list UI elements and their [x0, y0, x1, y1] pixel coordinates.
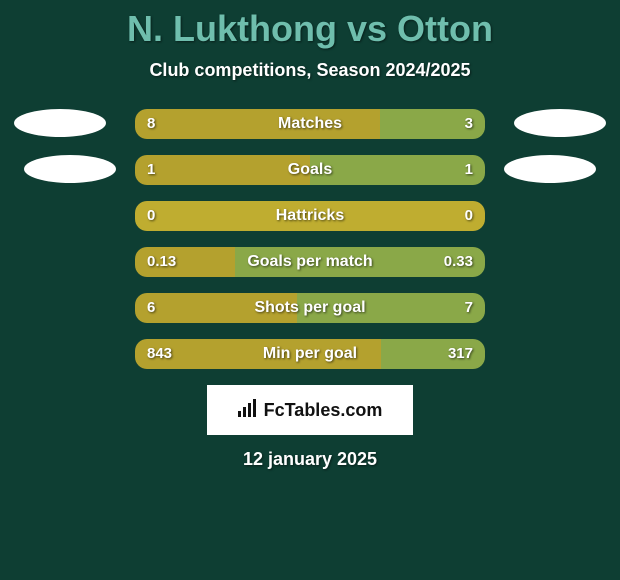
brand-badge[interactable]: FcTables.com: [207, 385, 413, 435]
stat-row: 0.130.33Goals per match: [0, 247, 620, 277]
stat-bar: 11Goals: [135, 155, 485, 185]
team-left-badge: [24, 155, 116, 183]
brand-text: FcTables.com: [264, 400, 383, 421]
stat-label: Goals: [135, 155, 485, 185]
stat-label: Min per goal: [135, 339, 485, 369]
stat-label: Matches: [135, 109, 485, 139]
team-right-badge: [504, 155, 596, 183]
stat-row: 67Shots per goal: [0, 293, 620, 323]
chart-icon: [238, 399, 260, 422]
team-right-badge: [514, 109, 606, 137]
stat-label: Goals per match: [135, 247, 485, 277]
stat-bar: 00Hattricks: [135, 201, 485, 231]
team-left-badge: [14, 109, 106, 137]
stat-label: Hattricks: [135, 201, 485, 231]
stat-bar: 67Shots per goal: [135, 293, 485, 323]
page-subtitle: Club competitions, Season 2024/2025: [0, 60, 620, 81]
stat-bar: 0.130.33Goals per match: [135, 247, 485, 277]
stat-bar: 843317Min per goal: [135, 339, 485, 369]
stat-bar: 83Matches: [135, 109, 485, 139]
comparison-card: N. Lukthong vs Otton Club competitions, …: [0, 0, 620, 580]
page-title: N. Lukthong vs Otton: [0, 0, 620, 50]
stat-label: Shots per goal: [135, 293, 485, 323]
stat-row: 00Hattricks: [0, 201, 620, 231]
stat-row: 11Goals: [0, 155, 620, 185]
stats-rows: 83Matches 11Goals 00Hattricks 0.130.33Goals…: [0, 109, 620, 369]
stat-row: 83Matches: [0, 109, 620, 139]
date-label: 12 january 2025: [0, 449, 620, 470]
stat-row: 843317Min per goal: [0, 339, 620, 369]
